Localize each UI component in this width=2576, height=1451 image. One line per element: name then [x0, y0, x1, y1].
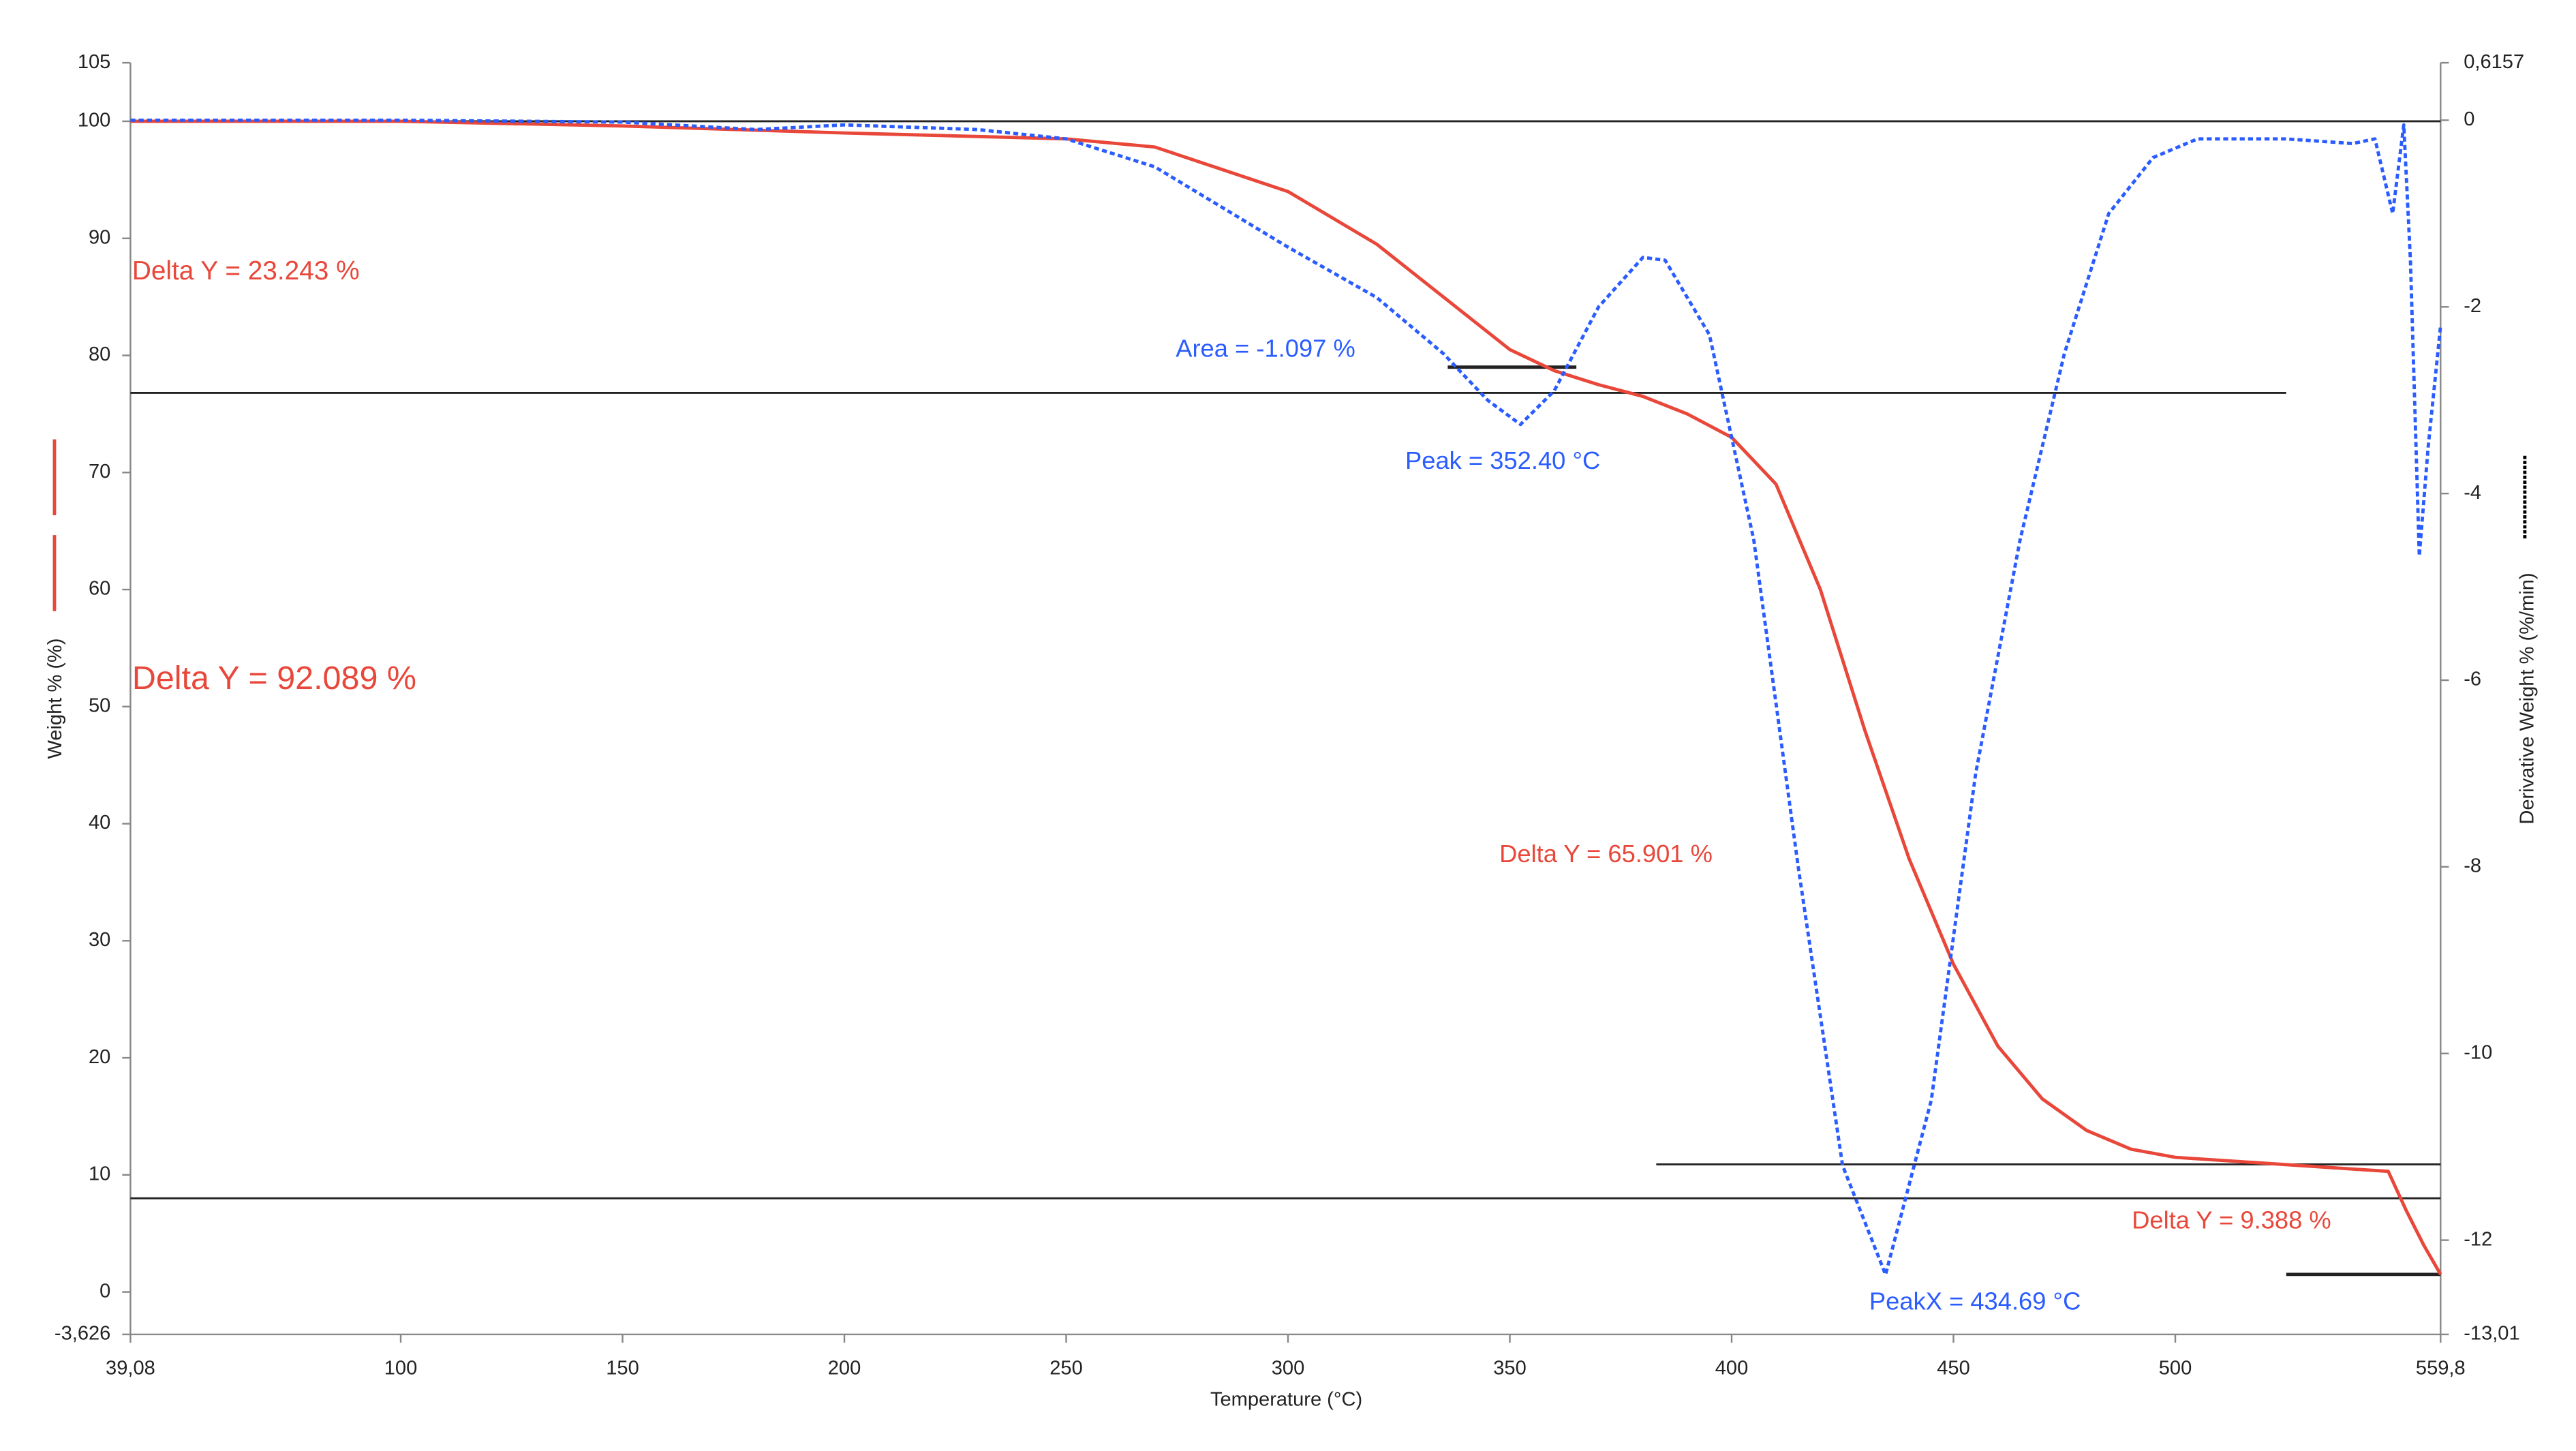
y-tick-label: 40: [89, 812, 110, 834]
y2-tick-label: -8: [2464, 855, 2481, 877]
annotation: PeakX = 434.69 °C: [1869, 1287, 2081, 1315]
data-line: [130, 119, 2442, 1276]
y-tick-label: 105: [78, 51, 110, 73]
x-tick-label: 400: [1715, 1357, 1748, 1379]
x-tick-label: 250: [1049, 1357, 1082, 1379]
y-tick-label: 10: [89, 1163, 110, 1185]
y-tick-label: 70: [89, 461, 110, 483]
y-tick-label: 60: [89, 578, 110, 600]
y2-tick-label: -12: [2464, 1228, 2492, 1250]
x-tick-label: 350: [1493, 1357, 1526, 1379]
annotation: Delta Y = 23.243 %: [132, 256, 360, 286]
y-tick-label: 20: [89, 1046, 110, 1068]
y2-tick-label: -6: [2464, 669, 2481, 690]
y-axis-title: Weight % (%): [44, 638, 66, 759]
y-tick-label: 30: [89, 929, 110, 951]
y2-tick-label: 0,6157: [2464, 51, 2524, 73]
x-tick-label: 450: [1937, 1357, 1969, 1379]
y-tick-label: 50: [89, 694, 110, 716]
x-tick-label: 300: [1272, 1357, 1304, 1379]
y-tick-label: 80: [89, 343, 110, 365]
annotation: Delta Y = 9.388 %: [2132, 1206, 2331, 1234]
annotation: Peak = 352.40 °C: [1405, 446, 1600, 474]
x-tick-label: 559,8: [2416, 1357, 2466, 1379]
y2-axis-title: Derivative Weight % (%/min): [2516, 572, 2538, 824]
x-tick-label: 39,08: [106, 1357, 155, 1379]
y2-tick-label: -4: [2464, 482, 2481, 504]
x-tick-label: 150: [606, 1357, 639, 1379]
y2-tick-label: 0: [2464, 108, 2474, 130]
x-tick-label: 200: [828, 1357, 861, 1379]
annotation: Delta Y = 92.089 %: [132, 660, 416, 697]
x-tick-label: 100: [384, 1357, 417, 1379]
x-axis-title: Temperature (°C): [1210, 1389, 1362, 1411]
annotation: Delta Y = 65.901 %: [1499, 840, 1713, 868]
y2-tick-label: -2: [2464, 295, 2481, 317]
y-tick-label: 90: [89, 226, 110, 248]
annotation: Area = -1.097 %: [1176, 334, 1355, 362]
x-tick-label: 500: [2159, 1357, 2192, 1379]
y-tick-label: 0: [99, 1280, 110, 1302]
y-tick-label: 100: [78, 110, 110, 132]
data-line: [130, 118, 2442, 1277]
y2-tick-label: -10: [2464, 1041, 2492, 1063]
y-tick-label: -3,626: [55, 1323, 110, 1345]
y2-tick-label: -13,01: [2464, 1323, 2519, 1345]
